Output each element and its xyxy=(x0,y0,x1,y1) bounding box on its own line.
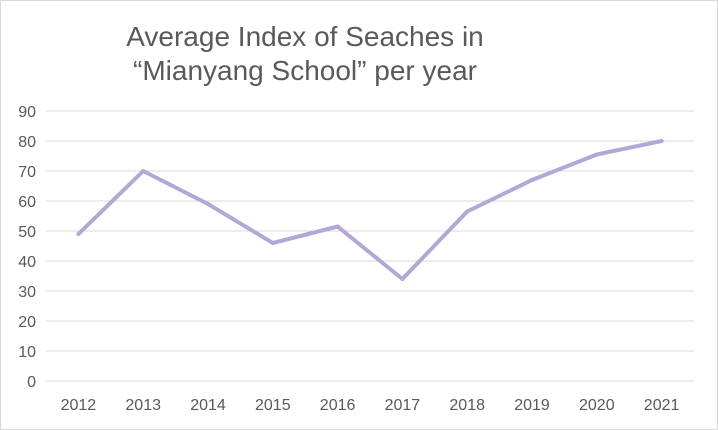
data-point-2013 xyxy=(141,169,146,173)
y-tick-label: 40 xyxy=(18,254,36,271)
x-tick-label: 2020 xyxy=(579,397,615,414)
y-tick-label: 80 xyxy=(18,134,36,151)
data-point-2012 xyxy=(76,232,81,236)
y-tick-label: 50 xyxy=(18,224,36,241)
data-point-2020 xyxy=(594,152,599,157)
y-tick-label: 90 xyxy=(18,104,36,121)
x-tick-label: 2015 xyxy=(255,397,291,414)
x-axis-labels: 2012 2013 2014 2015 2016 2017 2018 2019 2020 2021 xyxy=(61,397,680,414)
y-tick-label: 20 xyxy=(18,314,36,331)
data-point-2016 xyxy=(335,224,340,229)
x-tick-label: 2016 xyxy=(320,397,356,414)
series-line xyxy=(76,139,664,281)
x-tick-label: 2013 xyxy=(125,397,161,414)
y-tick-label: 0 xyxy=(27,374,36,391)
y-tick-label: 70 xyxy=(18,164,36,181)
x-tick-label: 2018 xyxy=(449,397,485,414)
y-axis-labels: 0 10 20 30 40 50 60 70 80 90 xyxy=(18,104,36,391)
y-tick-label: 10 xyxy=(18,344,36,361)
data-point-2017 xyxy=(400,277,405,281)
y-tick-label: 60 xyxy=(18,194,36,211)
data-point-2019 xyxy=(530,178,534,182)
data-point-2021 xyxy=(659,139,664,143)
chart-title: Average Index of Seaches in “Mianyang Sc… xyxy=(126,21,484,86)
x-tick-label: 2012 xyxy=(61,397,97,414)
data-point-2018 xyxy=(465,209,470,214)
data-point-2015 xyxy=(270,241,275,245)
gridlines xyxy=(46,110,694,382)
y-tick-label: 30 xyxy=(18,284,36,301)
x-tick-label: 2021 xyxy=(644,397,680,414)
x-tick-label: 2017 xyxy=(385,397,421,414)
series-layer xyxy=(76,139,664,281)
data-point-2014 xyxy=(206,202,210,206)
x-tick-label: 2014 xyxy=(190,397,226,414)
x-tick-label: 2019 xyxy=(514,397,550,414)
